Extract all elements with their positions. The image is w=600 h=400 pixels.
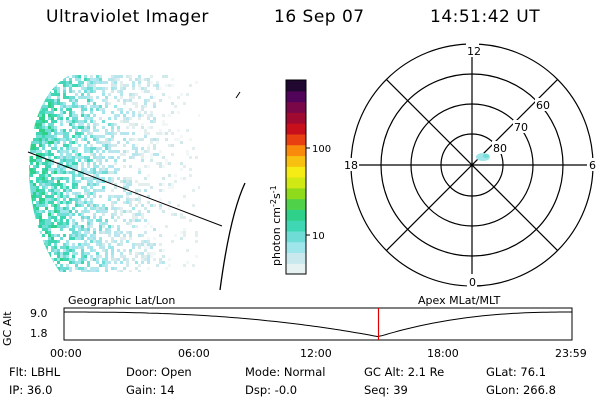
- mlt-label-12: 12: [467, 45, 481, 58]
- colorbar-tick-100: 100: [312, 144, 331, 155]
- apex-label: Apex MLat/MLT: [418, 294, 501, 307]
- lat-label-60: 60: [536, 99, 550, 112]
- glat-info: GLat: 76.1: [486, 365, 547, 379]
- time-label: 14:51:42 UT: [430, 7, 541, 27]
- lat-label-80: 80: [493, 142, 507, 155]
- mlt-label-6: 6: [589, 159, 596, 172]
- colorbar-tick-10: 10: [312, 231, 325, 242]
- x-tick-0600: 06:00: [178, 347, 210, 360]
- x-tick-1800: 18:00: [427, 347, 459, 360]
- color-scale: [286, 80, 306, 275]
- ip-info: IP: 36.0: [9, 383, 53, 397]
- limb-tick: [235, 91, 241, 99]
- emission-pixels: [29, 75, 201, 272]
- gain-info: Gain: 14: [126, 383, 175, 397]
- lat-label-70: 70: [514, 121, 528, 134]
- earth-limb-arc: [219, 182, 246, 291]
- geographic-label: Geographic Lat/Lon: [68, 294, 176, 307]
- x-tick-0000: 00:00: [50, 347, 82, 360]
- filter-info: Flt: LBHL: [9, 365, 61, 379]
- x-tick-1200: 12:00: [300, 347, 332, 360]
- auroral-image: [27, 75, 246, 291]
- terminator-line: [27, 151, 223, 227]
- diagonal-line-2: [385, 78, 559, 252]
- mode-info: Mode: Normal: [245, 365, 326, 379]
- y-tick-1-8: 1.8: [30, 327, 48, 340]
- date-label: 16 Sep 07: [274, 7, 365, 27]
- mlt-label-18: 18: [344, 159, 358, 172]
- mlt-label-0: 0: [469, 276, 476, 289]
- timeline-frame: [63, 307, 573, 341]
- color-bar: 100 10 photon cm-2s-1: [269, 79, 331, 275]
- polar-emission: [476, 153, 490, 161]
- instrument-title: Ultraviolet Imager: [46, 7, 209, 27]
- colorbar-unit-label: photon cm-2s-1: [269, 185, 283, 266]
- y-tick-9: 9.0: [30, 307, 48, 320]
- gc-alt-info: GC Alt: 2.1 Re: [364, 365, 445, 379]
- glon-info: GLon: 266.8: [486, 383, 556, 397]
- polar-plot: 12 0 18 6 60 70 80: [343, 43, 597, 289]
- door-info: Door: Open: [126, 365, 192, 379]
- x-tick-2359: 23:59: [555, 347, 587, 360]
- dsp-info: Dsp: -0.0: [245, 383, 298, 397]
- altitude-timeline: [63, 307, 573, 341]
- altitude-curve: [64, 311, 572, 338]
- seq-info: Seq: 39: [364, 383, 408, 397]
